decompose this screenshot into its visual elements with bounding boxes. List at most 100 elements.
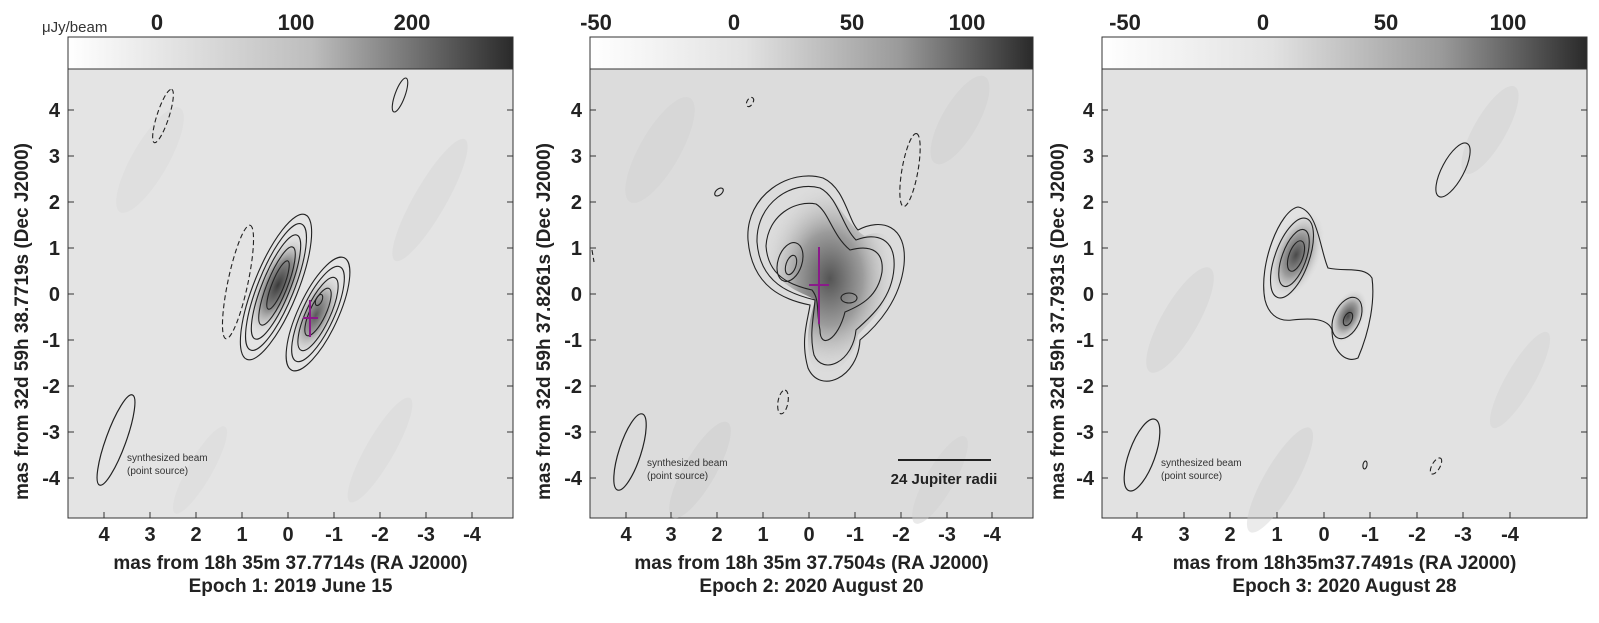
y-tick-label: -1 xyxy=(1076,330,1094,352)
negative-contours xyxy=(1429,457,1443,475)
colorbar-tick: -50 xyxy=(1109,10,1141,35)
panel-3-figure: -50 0 50 1 0 0 synthesized beam xyxy=(1076,10,1588,546)
beam-label: (point source) xyxy=(1161,471,1222,482)
x-tick-label: -3 xyxy=(938,524,956,546)
x-axis-label: mas from 18h 35m 37.7714s (RA J2000) xyxy=(113,553,468,574)
x-tick-label: -4 xyxy=(1501,524,1520,546)
emission-component xyxy=(1268,212,1324,298)
y-tick-label: 3 xyxy=(571,146,582,168)
y-tick-label: 2 xyxy=(49,192,60,214)
x-axis-tick-labels: 4 3 2 1 0 -1 -2 -3 -4 xyxy=(1131,524,1519,546)
scale-bar-label: 24 Jupiter radii xyxy=(891,471,998,488)
noise-texture xyxy=(116,107,468,514)
colorbar-tick: -50 xyxy=(580,10,612,35)
contour-set xyxy=(714,175,905,382)
x-axis-ticks xyxy=(625,512,993,518)
beam-label: synthesized beam xyxy=(127,453,208,464)
x-tick-label: -1 xyxy=(325,524,343,546)
x-tick-label: 3 xyxy=(1178,524,1189,546)
x-tick-label: -3 xyxy=(1454,524,1472,546)
panel-epoch-3: -50 0 50 1 0 0 synthesized beam xyxy=(1040,0,1599,618)
negative-contours xyxy=(152,88,255,340)
beam-label: (point source) xyxy=(127,466,188,477)
x-tick-label: 2 xyxy=(190,524,201,546)
colorbar-units-label: μJy/beam xyxy=(42,19,107,36)
x-tick-label: -3 xyxy=(417,524,435,546)
y-axis-label: mas from 32d 59h 38.7719s (Dec J2000) xyxy=(12,143,33,500)
y-tick-label: -3 xyxy=(1076,422,1094,444)
x-tick-label: -4 xyxy=(463,524,482,546)
y-tick-label: 4 xyxy=(1083,100,1095,122)
epoch-title: Epoch 2: 2020 August 20 xyxy=(699,576,924,597)
colorbar xyxy=(589,36,1034,70)
colorbar-tick: 200 xyxy=(394,10,431,35)
x-tick-label: 3 xyxy=(144,524,155,546)
colorbar xyxy=(67,36,514,70)
colorbar-tick: 100 xyxy=(949,10,986,35)
position-marker xyxy=(303,300,318,337)
y-axis-label: mas from 32d 59h 37.8261s (Dec J2000) xyxy=(534,143,555,500)
noise-texture xyxy=(1146,85,1551,533)
position-marker xyxy=(809,247,829,324)
x-tick-label: -4 xyxy=(983,524,1002,546)
y-tick-label: 0 xyxy=(1083,284,1094,306)
y-tick-label: 2 xyxy=(1083,192,1094,214)
colorbar-tick: 0 xyxy=(1257,10,1269,35)
y-axis-tick-labels: 4 3 2 1 0 -1 -2 -3 -4 xyxy=(42,100,61,490)
beam-label: (point source) xyxy=(647,471,708,482)
y-tick-label: 4 xyxy=(571,100,583,122)
epoch-title: Epoch 3: 2020 August 28 xyxy=(1232,576,1457,597)
y-tick-label: 1 xyxy=(49,238,60,260)
y-tick-label: 2 xyxy=(571,192,582,214)
y-tick-label: 4 xyxy=(49,100,61,122)
y-axis-ticks xyxy=(68,109,513,479)
y-axis-label: mas from 32d 59h 37.7931s (Dec J2000) xyxy=(1048,143,1069,500)
y-tick-label: -3 xyxy=(564,422,582,444)
x-tick-label: 4 xyxy=(98,524,110,546)
y-axis-ticks xyxy=(1102,109,1587,479)
y-tick-label: 1 xyxy=(1083,238,1094,260)
x-tick-label: -1 xyxy=(1361,524,1379,546)
y-tick-label: -1 xyxy=(564,330,582,352)
y-tick-label: -4 xyxy=(1076,468,1095,490)
panel-epoch-1: μJy/beam 0 100 200 xyxy=(0,0,530,618)
beam-label: synthesized beam xyxy=(647,458,728,469)
beam-label: synthesized beam xyxy=(1161,458,1242,469)
y-tick-label: -2 xyxy=(564,376,582,398)
x-tick-label: 0 xyxy=(1318,524,1329,546)
colorbar-tick: 100 xyxy=(278,10,315,35)
y-tick-label: -3 xyxy=(42,422,60,444)
x-tick-label: 1 xyxy=(1271,524,1282,546)
x-tick-label: 4 xyxy=(620,524,632,546)
x-tick-label: 4 xyxy=(1131,524,1143,546)
x-axis-tick-labels: 4 3 2 1 0 -1 -2 -3 -4 xyxy=(98,524,481,546)
y-tick-label: 0 xyxy=(571,284,582,306)
x-tick-label: 1 xyxy=(757,524,768,546)
y-tick-label: -1 xyxy=(42,330,60,352)
y-tick-label: 3 xyxy=(49,146,60,168)
y-tick-label: -2 xyxy=(1076,376,1094,398)
x-axis-ticks xyxy=(103,512,473,518)
panel-2-figure: -50 0 50 100 xyxy=(564,10,1034,546)
colorbar-tick: 50 xyxy=(840,10,864,35)
epoch-title: Epoch 1: 2019 June 15 xyxy=(188,576,393,597)
y-axis-ticks xyxy=(590,109,1033,479)
negative-contours xyxy=(591,96,921,415)
y-tick-label: 1 xyxy=(571,238,582,260)
y-tick-label: -4 xyxy=(564,468,583,490)
contour-set xyxy=(1263,142,1471,470)
synthesized-beam xyxy=(96,394,136,486)
noise-texture xyxy=(625,75,990,524)
x-tick-label: -1 xyxy=(846,524,864,546)
colorbar-tick: 0 xyxy=(151,10,163,35)
x-axis-label: mas from 18h 35m 37.7504s (RA J2000) xyxy=(634,553,989,574)
colorbar-tick: 0 xyxy=(728,10,740,35)
x-tick-label: 2 xyxy=(1224,524,1235,546)
colorbar-tick: 50 xyxy=(1374,10,1398,35)
x-tick-label: -2 xyxy=(1408,524,1426,546)
x-tick-label: -2 xyxy=(371,524,389,546)
x-tick-label: 3 xyxy=(665,524,676,546)
emission-component xyxy=(247,234,309,336)
image-frame xyxy=(1101,68,1588,519)
x-tick-label: 0 xyxy=(803,524,814,546)
